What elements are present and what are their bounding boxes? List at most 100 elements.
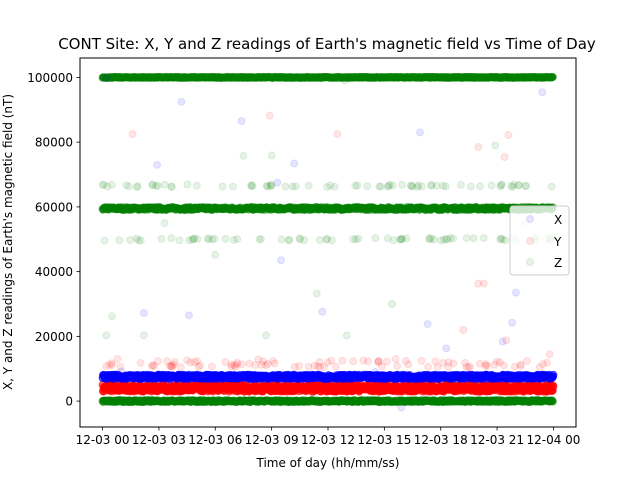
z-point: [383, 182, 392, 191]
x-point: [442, 344, 451, 353]
y-point: [404, 360, 413, 369]
z-point: [507, 181, 516, 190]
z-point: [327, 236, 336, 245]
z-point: [402, 234, 411, 243]
z-point: [322, 235, 331, 244]
y-point: [136, 358, 145, 367]
z-point: [509, 180, 518, 189]
z-point: [157, 234, 166, 243]
z-point: [387, 300, 396, 308]
y-point: [349, 357, 358, 366]
z-point: [548, 73, 557, 82]
z-point: [126, 235, 135, 244]
z-point: [342, 331, 351, 340]
z-point: [193, 235, 202, 243]
z-point: [498, 235, 507, 244]
z-point: [414, 181, 423, 190]
z-point: [210, 234, 219, 243]
z-point: [99, 180, 108, 189]
z-point: [228, 182, 237, 191]
z-point: [218, 182, 227, 191]
x-point: [153, 160, 162, 169]
z-point: [132, 234, 141, 243]
z-point: [439, 235, 448, 244]
z-point: [521, 181, 530, 190]
z-point: [204, 234, 213, 243]
z-point: [406, 181, 415, 190]
z-point: [167, 182, 176, 191]
z-point: [497, 180, 506, 189]
y-point: [113, 355, 122, 364]
z-point: [389, 236, 398, 245]
z-point: [514, 181, 523, 190]
y-point: [108, 361, 116, 370]
z-point: [443, 235, 452, 244]
z-point: [462, 234, 471, 243]
z-point: [247, 181, 256, 190]
z-point: [295, 234, 304, 243]
z-point: [291, 182, 300, 191]
z-point: [277, 235, 286, 244]
z-point: [384, 181, 393, 190]
y-point: [231, 362, 240, 371]
y-point: [290, 362, 299, 371]
z-point: [160, 219, 169, 228]
z-point: [442, 235, 451, 243]
z-point: [267, 181, 276, 190]
z-point: [437, 236, 446, 245]
z-point: [108, 180, 117, 189]
z-point: [413, 183, 422, 192]
z-point: [148, 181, 157, 190]
x-point: [549, 370, 558, 379]
z-point: [262, 182, 271, 191]
z-point: [383, 234, 392, 243]
z-point: [167, 234, 176, 243]
y-point: [474, 143, 483, 152]
z-point: [151, 181, 160, 190]
z-point: [349, 235, 358, 244]
z-point: [98, 180, 107, 189]
z-point: [284, 236, 293, 245]
z-point: [296, 235, 305, 244]
z-point: [354, 234, 363, 243]
y-point: [523, 357, 532, 366]
z-point: [429, 235, 438, 244]
z-point: [469, 234, 478, 243]
z-point: [233, 235, 242, 244]
z-point: [496, 234, 505, 243]
y-point: [150, 361, 159, 370]
z-point: [476, 182, 485, 191]
z-point: [496, 235, 505, 244]
x-point: [139, 309, 148, 318]
z-point: [124, 182, 133, 191]
z-point: [491, 141, 500, 150]
z-point: [262, 331, 270, 340]
z-point: [427, 180, 436, 189]
z-point: [376, 182, 385, 191]
z-point: [407, 181, 416, 190]
z-point: [136, 236, 145, 245]
z-point: [375, 182, 384, 191]
z-point: [425, 235, 434, 244]
y-point: [504, 131, 513, 140]
z-point: [299, 236, 308, 245]
x-point: [102, 74, 111, 83]
y-point: [254, 355, 263, 364]
z-point: [323, 183, 332, 192]
z-point: [395, 235, 404, 244]
z-point: [385, 180, 394, 189]
z-point: [133, 182, 142, 191]
z-point: [363, 182, 372, 191]
chart-title: CONT Site: X, Y and Z readings of Earth'…: [58, 35, 596, 53]
x-point: [416, 128, 425, 137]
z-point: [371, 234, 380, 243]
z-point: [522, 182, 531, 191]
y-point: [535, 363, 544, 372]
x-point: [277, 256, 286, 265]
z-point: [211, 250, 220, 259]
z-point: [189, 234, 198, 243]
x-point: [177, 97, 186, 106]
z-point: [122, 181, 131, 190]
x-point: [273, 178, 282, 187]
z-point: [514, 181, 523, 190]
